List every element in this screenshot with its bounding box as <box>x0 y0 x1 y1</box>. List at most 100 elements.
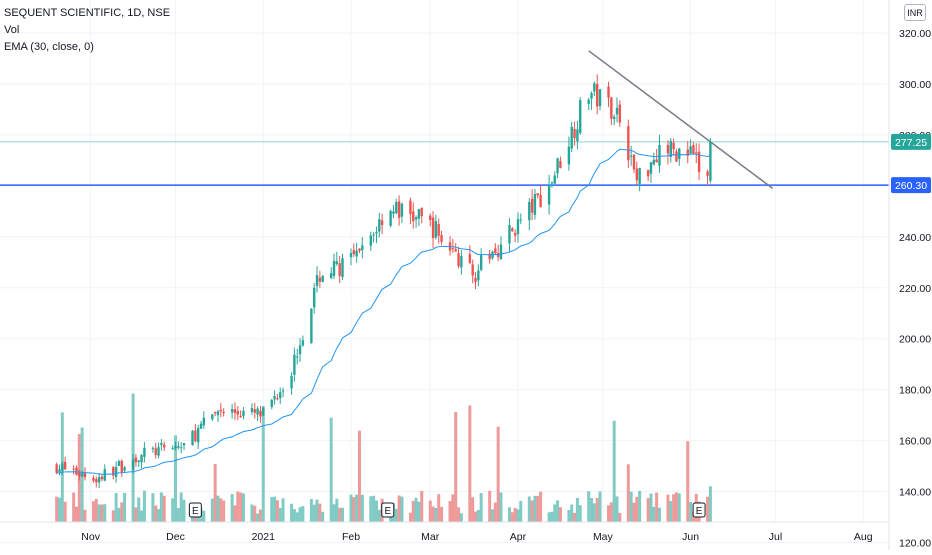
candle-body <box>55 464 58 473</box>
candle-body <box>513 233 517 236</box>
volume-bar <box>550 511 554 522</box>
candle-body <box>72 468 75 470</box>
volume-bar <box>137 497 141 522</box>
volume-bar <box>154 505 158 522</box>
candles <box>55 74 712 488</box>
candle-body <box>669 140 672 157</box>
candle-body <box>655 159 658 163</box>
last-price-tag-bg <box>891 133 931 150</box>
candle-body <box>539 194 542 208</box>
volume-bar <box>567 509 571 522</box>
candle-body <box>587 99 590 104</box>
candle-body <box>570 126 573 149</box>
volume-bar <box>578 505 582 522</box>
candle-body <box>692 145 695 154</box>
candle-body <box>528 202 531 221</box>
candle-body <box>695 152 698 154</box>
candle-body <box>431 217 435 239</box>
candle-body <box>171 448 174 450</box>
volume-bar <box>171 498 175 522</box>
volume-bar <box>111 510 115 522</box>
candle-body <box>451 248 455 250</box>
candle-body <box>488 253 491 260</box>
candle-body <box>100 476 104 480</box>
volume-bar <box>63 501 67 522</box>
volume-bar <box>202 510 206 522</box>
candle-body <box>471 264 474 276</box>
candle-body <box>508 224 511 244</box>
x-tick-label: Nov <box>81 531 100 543</box>
volume-bar <box>94 498 98 522</box>
volume-bar <box>210 498 214 522</box>
currency-button[interactable]: INR <box>904 4 926 21</box>
volume-bar <box>298 507 302 522</box>
candle-body <box>397 201 401 218</box>
volume-bar <box>428 500 432 522</box>
candle-body <box>332 260 336 277</box>
candle-body <box>157 447 160 456</box>
candle-body <box>281 390 285 392</box>
x-tick-label: Jun <box>682 531 699 543</box>
candle-body <box>349 253 353 258</box>
candle-body <box>95 479 98 483</box>
candle-body <box>460 255 463 268</box>
candle-body <box>414 217 418 220</box>
candle-body <box>547 184 551 205</box>
volume-bar <box>686 441 690 522</box>
candle-body <box>437 224 440 236</box>
candle-body <box>553 175 556 184</box>
candle-body <box>230 409 234 413</box>
legend-symbol: SEQUENT SCIENTIFIC, 1D, NSE <box>4 7 171 19</box>
x-tick-label: Apr <box>510 531 527 543</box>
volume-bar <box>372 495 376 522</box>
candle-body <box>697 151 701 173</box>
candle-body <box>97 477 101 483</box>
candle-body <box>598 89 602 107</box>
candle-body <box>239 415 242 418</box>
volume-bar <box>157 509 161 522</box>
candle-body <box>666 144 670 154</box>
price-tags: 277.25 260.30 <box>891 133 931 194</box>
volume-bar <box>273 496 277 522</box>
volume-bar <box>369 496 373 522</box>
candle-body <box>196 428 200 443</box>
candle-body <box>236 411 239 415</box>
candle-body <box>479 255 483 270</box>
volume-bar <box>635 496 639 522</box>
volume-bar <box>547 512 551 522</box>
candle-body <box>559 161 562 168</box>
candle-body <box>75 467 78 475</box>
candle-body <box>474 277 477 283</box>
volume-bar <box>335 498 339 522</box>
volume-bar <box>536 496 540 522</box>
candle-body <box>618 104 622 123</box>
candle-body <box>253 409 256 413</box>
volume-bar <box>558 507 562 522</box>
volume-bar <box>451 494 455 522</box>
volume-bar <box>612 420 616 522</box>
x-tick-label: May <box>593 531 614 543</box>
candle-body <box>250 408 254 412</box>
volume-bar <box>117 507 121 522</box>
x-tick-label: Mar <box>421 531 440 543</box>
volume-bar <box>270 497 274 522</box>
support-price-tag-bg <box>891 177 931 194</box>
candle-body <box>672 142 675 150</box>
candle-body <box>63 461 67 470</box>
volume-bar <box>516 509 520 522</box>
candle-body <box>219 409 223 412</box>
volume-bar <box>309 499 313 522</box>
volume-bar <box>468 405 472 522</box>
ema-layer <box>56 148 711 475</box>
candle-body <box>83 472 87 478</box>
volume-bar <box>556 500 560 522</box>
volume-bar <box>510 512 514 522</box>
volume-bar <box>573 512 577 522</box>
earnings-marker-label: E <box>192 506 199 517</box>
volume-bar <box>301 506 305 522</box>
candle-body <box>296 356 299 358</box>
candle-body <box>194 430 197 442</box>
